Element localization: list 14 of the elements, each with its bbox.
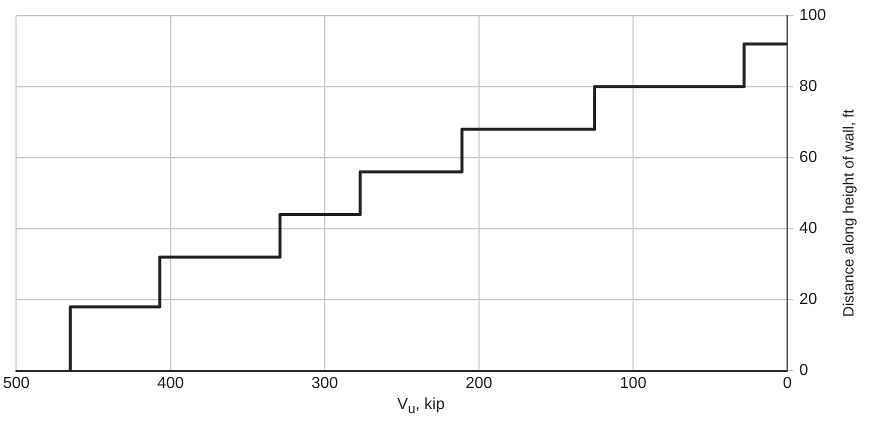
y-tick-label: 0: [799, 362, 808, 380]
x-tick-label: 400: [157, 374, 184, 392]
x-tick-label: 200: [466, 374, 492, 392]
y-tick-label: 80: [799, 78, 818, 96]
x-tick-label: 100: [620, 374, 647, 392]
x-tick-label: 300: [311, 374, 338, 392]
y-tick-label: 40: [799, 220, 818, 238]
x-tick-label: 500: [2, 374, 30, 392]
y-tick-label: 100: [799, 7, 826, 24]
y-tick-label: 60: [799, 149, 818, 166]
y-tick-label: 20: [799, 291, 818, 308]
x-axis-title: V$_{u}$, kip: [396, 396, 446, 416]
y-axis-title: Distance along height of wall, ft: [840, 108, 858, 318]
x-tick-label: 0: [782, 374, 792, 392]
